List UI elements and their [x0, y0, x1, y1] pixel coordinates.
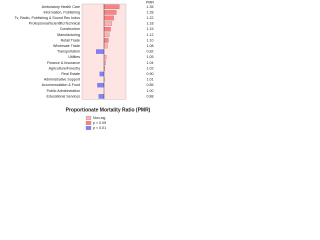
bar	[103, 60, 106, 66]
category-label: Information, Publishing	[43, 10, 80, 14]
category-label: Wholesale Trade	[53, 44, 80, 48]
value-header: PMR	[146, 0, 154, 4]
legend-label: p < 0.01	[93, 126, 106, 130]
value-label: 1.05	[147, 55, 154, 59]
bar	[95, 49, 105, 54]
value-label: 1.15	[147, 27, 154, 31]
value-label: 1.35	[147, 5, 154, 9]
value-label: 0.82	[147, 50, 154, 54]
category-label: Agriculture/Forestry	[49, 66, 81, 70]
bar	[98, 94, 105, 99]
legend-label: Non-sig	[93, 116, 105, 120]
category-label: Administrative Support	[44, 78, 80, 82]
bar	[97, 82, 105, 88]
bar	[103, 26, 111, 32]
category-label: Public Administration	[47, 89, 80, 93]
value-label: 1.12	[147, 33, 154, 37]
bar	[103, 38, 109, 43]
legend-swatch	[85, 121, 92, 125]
legend-label: p < 0.05	[93, 121, 106, 125]
bar	[103, 43, 108, 49]
axis-title: Proportionate Mortality Ratio (PMR)	[66, 107, 151, 113]
value-label: 1.10	[147, 38, 154, 42]
value-label: 1.18	[147, 22, 154, 26]
legend-swatch	[85, 116, 92, 120]
bar	[103, 32, 110, 38]
category-label: Tv, Radio, Publishing & Sound Rec Indus	[14, 16, 80, 20]
value-label: 1.02	[147, 66, 154, 70]
category-label: Finance & Insurance	[47, 61, 80, 65]
bar	[103, 15, 114, 21]
bar	[103, 4, 120, 10]
value-label: 1.28	[147, 10, 154, 14]
category-label: Real Estate	[61, 72, 80, 76]
category-label: Ambulatory Health Care	[42, 5, 80, 9]
value-label: 0.85	[147, 83, 154, 87]
bar	[103, 21, 113, 26]
value-label: 0.88	[147, 94, 154, 98]
category-label: Utilities	[68, 55, 80, 59]
value-label: 0.90	[147, 72, 154, 76]
bar	[99, 71, 105, 77]
value-label: 1.00	[147, 89, 154, 93]
category-label: Accommodation & Food	[42, 83, 80, 87]
category-label: Construction	[60, 27, 80, 31]
category-label: Transportation	[57, 50, 80, 54]
value-label: 1.08	[147, 44, 154, 48]
legend-swatch	[85, 126, 92, 130]
category-label: Professional/Scientific/Technical	[29, 22, 80, 26]
bar	[103, 54, 107, 60]
category-label: Educational Services	[46, 94, 80, 98]
category-label: Retail Trade	[61, 38, 80, 42]
value-label: 1.04	[147, 61, 154, 65]
bar	[103, 10, 117, 15]
value-label: 1.22	[147, 16, 154, 20]
category-label: Manufacturing	[57, 33, 80, 37]
chart: Proportionate Mortality Ratio (PMR) PMR A…	[14, 0, 154, 130]
value-label: 1.01	[147, 78, 154, 82]
